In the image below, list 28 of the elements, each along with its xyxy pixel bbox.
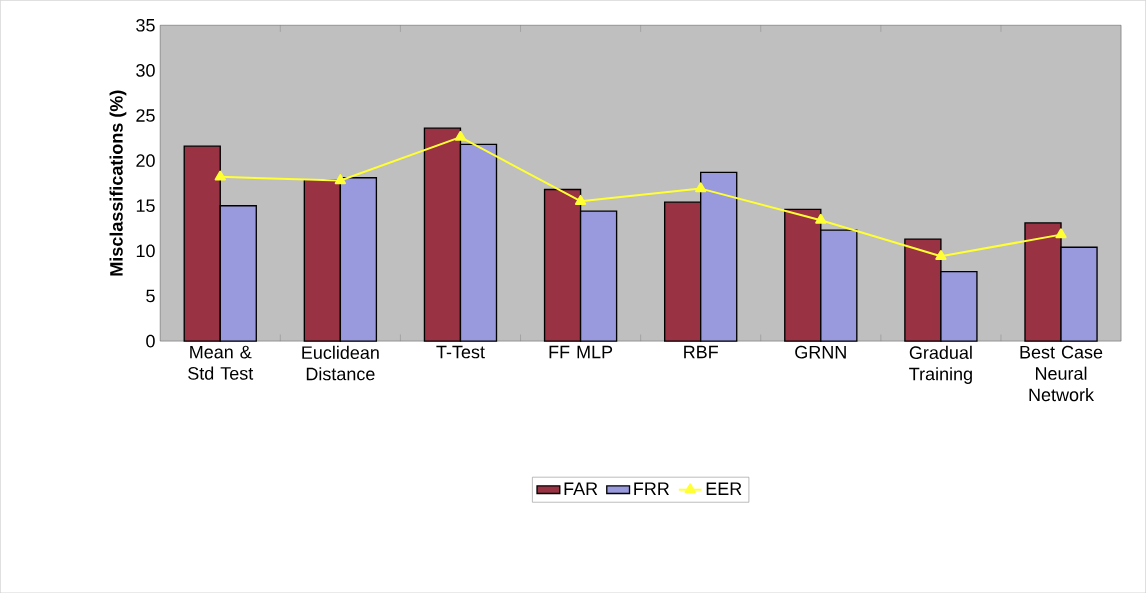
x-tick-label: T-Test (436, 345, 485, 359)
legend-label: EER (706, 482, 742, 495)
point (214, 170, 226, 181)
y-tick-label: 35 (136, 18, 155, 32)
y-tick-label: 20 (136, 154, 155, 167)
y-tick-label: 10 (136, 244, 155, 258)
point (574, 194, 587, 205)
y-tick-label: 30 (136, 63, 155, 77)
x-tick-label: Mean & Std Test (188, 345, 254, 380)
y-tick-label: 0 (146, 334, 155, 348)
x-tick-label: GRNN (795, 345, 846, 359)
point (935, 249, 947, 260)
point (334, 174, 346, 185)
x-tick-label: RBF (684, 345, 718, 359)
x-tick-label: Best Case Neural Network (1020, 345, 1103, 402)
x-tick-label: Euclidean Distance (302, 345, 379, 381)
y-tick-label: 5 (146, 289, 155, 303)
point (815, 213, 827, 224)
legend-label: FRR (634, 482, 669, 495)
y-axis-title: Misclassifications (%) (109, 90, 127, 276)
x-tick-label: FF MLP (549, 345, 613, 359)
point (454, 130, 467, 141)
y-tick-label: 25 (136, 109, 155, 122)
y-tick-label: 15 (136, 199, 155, 212)
x-tick-label: Gradual Training (909, 345, 972, 384)
legend-label: FAR (564, 482, 598, 495)
point (1055, 228, 1067, 239)
point (695, 182, 707, 193)
